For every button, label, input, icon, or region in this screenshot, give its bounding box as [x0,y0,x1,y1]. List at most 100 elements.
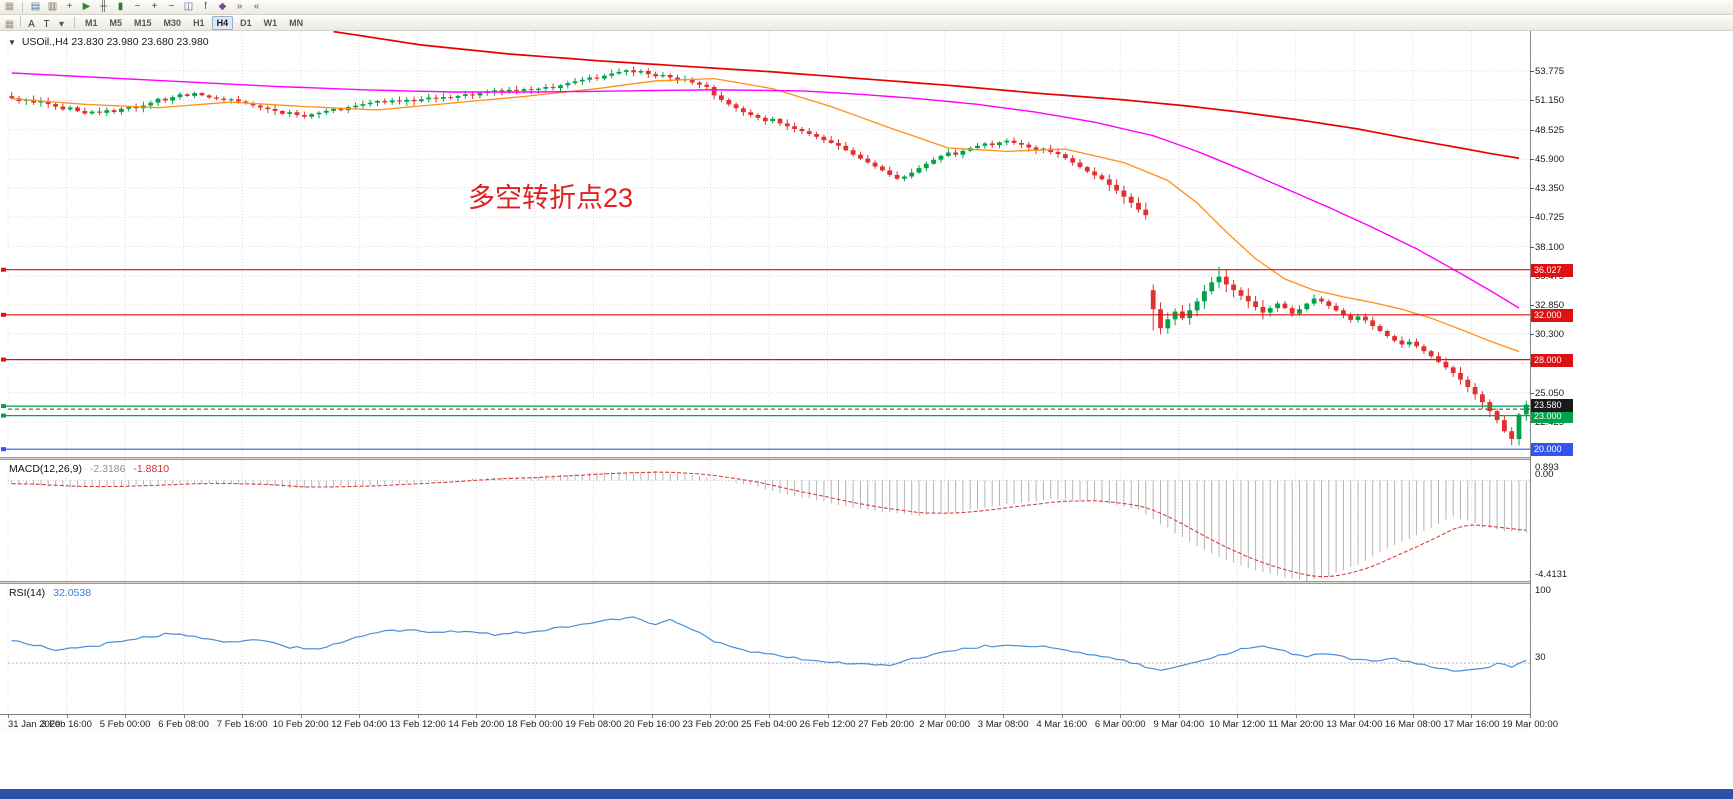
axis-tick-mark [1530,100,1534,102]
timeframe-button-d1[interactable]: D1 [235,16,257,30]
price-axis[interactable]: 36.027 32.000 28.000 23.000 20.000 23.580 53.7… [1530,0,1733,731]
chart-annotation[interactable]: 多空转折点23 [468,183,634,213]
price-label-chip: 23.000 [1531,409,1573,423]
time-label: 19 Mar 00:00 [1502,719,1558,730]
line-chart-icon[interactable]: ~ [130,1,145,14]
time-tick-mark [593,715,595,718]
panel-splitter[interactable] [0,581,1531,584]
new-order-icon[interactable]: + [62,1,77,14]
time-label: 3 Mar 08:00 [977,719,1029,730]
profiles-icon[interactable]: ▥ [45,1,60,14]
toolbar-separator [74,17,75,28]
rsi-name: RSI(14) [9,587,46,599]
indicators-icon[interactable]: f [198,1,213,14]
time-tick-mark [125,715,127,718]
price-tick-label: 45.900 [1535,154,1565,166]
timeframe-button-h1[interactable]: H1 [188,16,210,30]
price-tick-label: 40.725 [1535,212,1565,224]
templates-icon[interactable]: ◆ [215,1,230,14]
rsi-indicator-panel[interactable] [0,584,1531,714]
time-label: 7 Feb 16:00 [216,719,268,730]
time-label: 19 Feb 08:00 [565,719,622,730]
time-tick-mark [1120,715,1122,718]
rsi-line [11,616,1527,672]
time-tick-mark [1061,715,1063,718]
time-label: 20 Feb 16:00 [623,719,680,730]
timeframe-button-h4[interactable]: H4 [211,15,234,30]
price-label-chip: 23.580 [1531,399,1573,413]
time-label: 26 Feb 12:00 [799,719,856,730]
price-candlestick-chart[interactable] [0,31,1531,457]
price-label-chip: 32.000 [1531,308,1573,322]
time-label: 23 Feb 20:00 [682,719,739,730]
price-tick-label: 30.300 [1535,328,1565,340]
timeframe-button-m30[interactable]: M30 [159,16,187,30]
time-tick-mark [1295,715,1297,718]
time-label: 31 Jan 2020 [8,719,61,730]
ma-mid-line [11,72,1520,309]
drag-handle-icon[interactable]: ▦ [2,1,17,14]
time-tick-mark [300,715,302,718]
chevron-down-icon[interactable]: ▾ [54,18,69,31]
scroll-to-end-icon[interactable]: » [232,1,247,14]
axis-tick-mark [1530,129,1534,131]
bar-chart-icon[interactable]: ╫ [96,1,111,14]
autotrading-icon[interactable]: ▶ [79,1,94,14]
toolbar-separator [20,15,21,27]
time-label: 13 Mar 04:00 [1326,719,1383,730]
time-label: 16 Mar 08:00 [1384,719,1441,730]
time-tick-mark [242,715,244,718]
time-label: 12 Feb 04:00 [331,719,388,730]
ma-fast-line [11,77,1520,353]
time-tick-mark [1354,715,1356,718]
shift-chart-icon[interactable]: « [249,1,264,14]
rsi-label: RSI(14) 32.0538 [9,587,91,599]
timeframe-button-m1[interactable]: M1 [80,16,103,30]
timeframe-button-m15[interactable]: M15 [129,16,157,30]
time-tick-mark [651,715,653,718]
macd-tick-label: -4.4131 [1535,569,1568,580]
time-axis[interactable]: 31 Jan 2020 3 Feb 16:00 5 Feb 00:00 6 Feb 0… [0,714,1558,731]
macd-signal-line [11,471,1527,578]
time-tick-mark [1471,715,1473,718]
timeframe-button-m5[interactable]: M5 [105,16,128,30]
candlestick-chart-icon[interactable]: ▮ [113,1,128,14]
tile-windows-icon[interactable]: ◫ [181,1,196,14]
axis-tick-mark [1530,187,1534,189]
time-tick-mark [66,715,68,718]
axis-tick-mark [1530,305,1534,307]
timeframe-button-mn[interactable]: MN [284,16,308,30]
text-tool-icon[interactable]: A [24,18,39,31]
time-tick-mark [1178,715,1180,718]
pointer-tool-icon[interactable]: T [39,18,54,31]
panel-splitter[interactable] [0,457,1531,460]
ma-slow-line [333,31,1520,159]
axis-tick-mark [1530,71,1534,73]
toolbar-timeframes: ▦ A T ▾ M1 M5 M15 M30 H1 H4 D1 W1 MN [0,15,1733,31]
time-tick-mark [1412,715,1414,718]
time-tick-mark [359,715,361,718]
price-tick-label: 53.775 [1535,66,1565,78]
zoom-in-icon[interactable]: + [147,1,162,14]
time-tick-mark [1237,715,1239,718]
time-tick-mark [8,715,9,718]
time-label: 9 Mar 04:00 [1153,719,1205,730]
axis-tick-mark [1530,217,1534,219]
toolbar-separator [22,1,23,13]
zoom-out-icon[interactable]: − [164,1,179,14]
rsi-tick-label: 30 [1535,652,1546,664]
timeframe-button-w1[interactable]: W1 [259,16,283,30]
price-tick-label: 51.150 [1535,95,1565,107]
macd-name: MACD(12,26,9) [9,463,82,475]
drag-handle-icon[interactable]: ▦ [2,18,17,31]
time-label: 13 Feb 12:00 [389,719,446,730]
axis-separator-line [1530,31,1531,731]
grid-lines [7,584,1531,714]
price-label-chip: 20.000 [1531,443,1573,457]
price-label-chip: 36.027 [1531,263,1573,277]
macd-indicator-panel[interactable] [0,460,1531,581]
price-tick-label: 32.850 [1535,300,1565,312]
chart-collapse-icon[interactable]: ▼ [8,38,16,47]
symbol-info: ▼ USOil.,H4 23.830 23.980 23.680 23.980 [8,36,209,48]
new-chart-icon[interactable]: ▤ [28,1,43,14]
